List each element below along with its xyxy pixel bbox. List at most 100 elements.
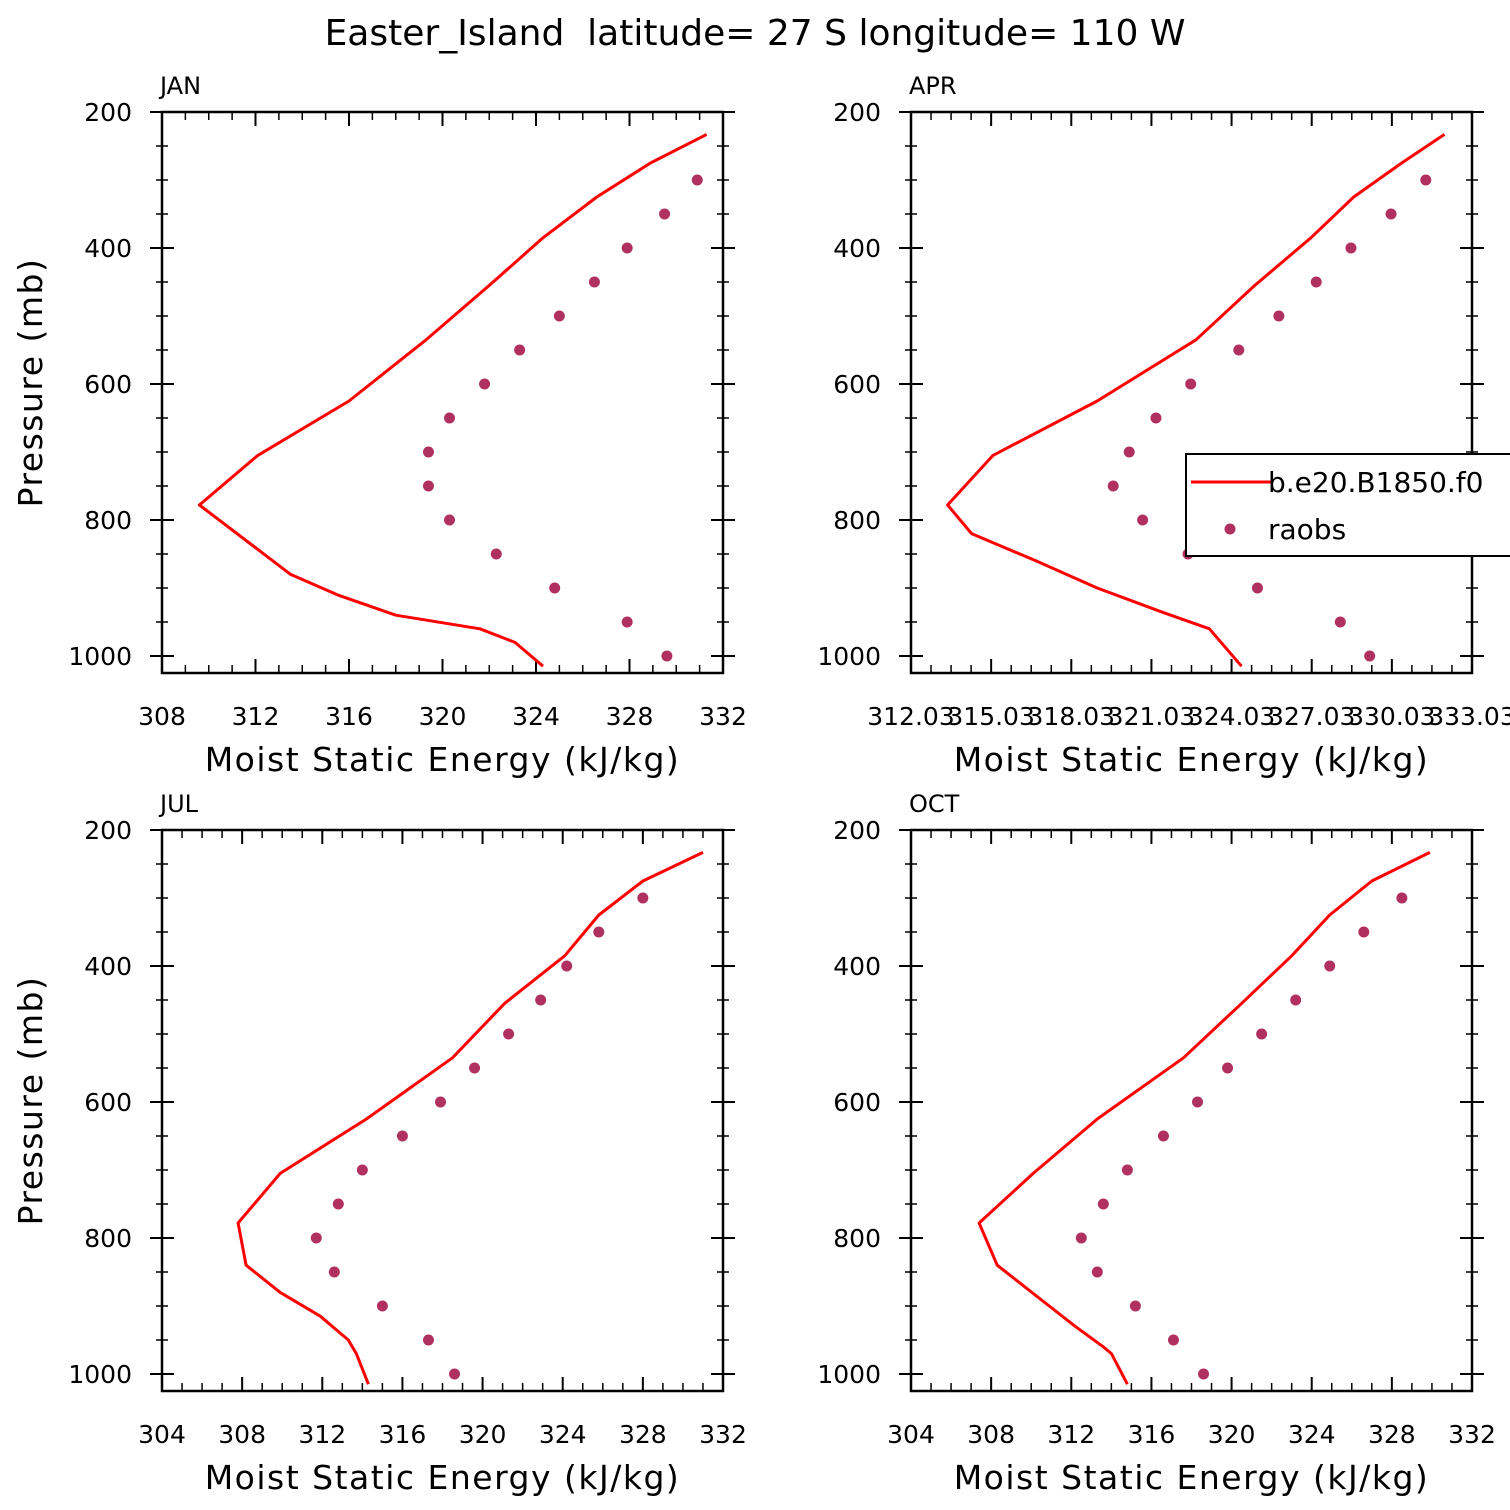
y-tick-label: 600 [833,370,881,399]
obs-point [1091,1266,1103,1278]
obs-point [1150,412,1162,424]
y-tick-label: 600 [84,1088,132,1117]
x-tick-label: 312.03 [867,702,954,731]
x-tick-label: 320 [1208,1420,1256,1449]
x-tick-label: 328 [1368,1420,1416,1449]
y-tick-label: 400 [833,952,881,981]
x-tick-label: 304 [138,1420,186,1449]
obs-point [376,1300,388,1312]
obs-point [514,344,526,356]
x-tick-label: 316 [325,702,373,731]
obs-point [422,480,434,492]
obs-point [553,310,565,322]
obs-point [561,960,573,972]
legend: b.e20.B1850.f0 raobs [1185,453,1510,557]
obs-point [1233,344,1245,356]
panel-label: APR [909,72,957,100]
x-tick-label: 330.03 [1348,702,1435,731]
obs-point [1185,378,1197,390]
obs-point [444,412,456,424]
y-tick-label: 800 [833,1224,881,1253]
obs-point [1107,480,1119,492]
obs-point [479,378,491,390]
obs-point [1396,892,1408,904]
y-tick-label: 600 [84,370,132,399]
obs-point [1251,582,1263,594]
obs-point [1198,1368,1210,1380]
obs-point [1290,994,1302,1006]
obs-point [588,276,600,288]
obs-point [1097,1198,1109,1210]
panel-apr: APR312.03315.03318.03321.03324.03327.033… [817,72,1510,779]
panel-label: OCT [909,790,960,818]
y-tick-label: 1000 [817,642,881,671]
y-tick-label: 200 [84,98,132,127]
panel-oct: OCT 304 308 312 316 320 324 328 332 200 400 600 800 1… [817,790,1495,1497]
legend-obs-marker [1224,523,1236,535]
obs-point [1420,174,1432,186]
obs-point [396,1130,408,1142]
x-tick-label: 308 [138,702,186,731]
obs-point [332,1198,344,1210]
x-tick-label: 332 [699,702,747,731]
obs-point [1364,650,1376,662]
x-tick-label: 328 [619,1420,667,1449]
x-tick-label: 333.03 [1428,702,1510,731]
obs-point [444,514,456,526]
panel-label: JUL [158,790,199,818]
y-axis-label: Pressure (mb) [11,976,50,1226]
y-tick-label: 800 [84,1224,132,1253]
x-tick-label: 321.03 [1108,702,1195,731]
plot-frame [160,110,725,675]
x-tick-label: 328 [606,702,654,731]
x-tick-label: 304 [887,1420,935,1449]
x-axis-label: Moist Static Energy (kJ/kg) [954,740,1430,779]
obs-point [1256,1028,1268,1040]
y-tick-label: 800 [833,506,881,535]
series-line-model [946,133,1446,668]
obs-point [328,1266,340,1278]
x-tick-label: 332 [699,1420,747,1449]
y-tick-label: 400 [833,234,881,263]
y-axis-label: Pressure (mb) [11,258,50,508]
obs-point [434,1096,446,1108]
obs-point [1157,1130,1169,1142]
obs-point [1358,926,1370,938]
y-tick-label: 200 [833,98,881,127]
legend-model-label: b.e20.B1850.f0 [1268,466,1483,499]
x-tick-label: 312 [298,1420,346,1449]
obs-point [1310,276,1322,288]
legend-box [1185,453,1510,557]
obs-point [449,1368,461,1380]
y-tick-label: 200 [84,816,132,845]
x-tick-label: 312 [1047,1420,1095,1449]
plot-frame [909,110,1474,675]
obs-point [1345,242,1357,254]
panel-jan: JAN 308 312 316 320 324 328 332 200 400 600 800 1000… [11,72,747,779]
y-tick-label: 400 [84,952,132,981]
plot-frame [160,828,725,1393]
x-tick-label: 318.03 [1028,702,1115,731]
series-line-model [236,851,704,1385]
obs-point [356,1164,368,1176]
panel-label: JAN [158,72,201,100]
obs-point [659,208,671,220]
obs-point [310,1232,322,1244]
panels: JAN 308 312 316 320 324 328 332 200 400 600 800 1000… [11,72,1510,1497]
x-tick-label: 324 [1288,1420,1336,1449]
x-tick-label: 332 [1448,1420,1496,1449]
obs-point [593,926,605,938]
obs-point [535,994,547,1006]
x-tick-label: 308 [967,1420,1015,1449]
x-tick-label: 316 [379,1420,427,1449]
obs-point [621,616,633,628]
obs-point [1192,1096,1204,1108]
obs-point [549,582,561,594]
obs-point [503,1028,515,1040]
obs-point [422,1334,434,1346]
x-axis-label: Moist Static Energy (kJ/kg) [205,740,681,779]
obs-point [637,892,649,904]
x-tick-label: 316 [1128,1420,1176,1449]
obs-point [422,446,434,458]
